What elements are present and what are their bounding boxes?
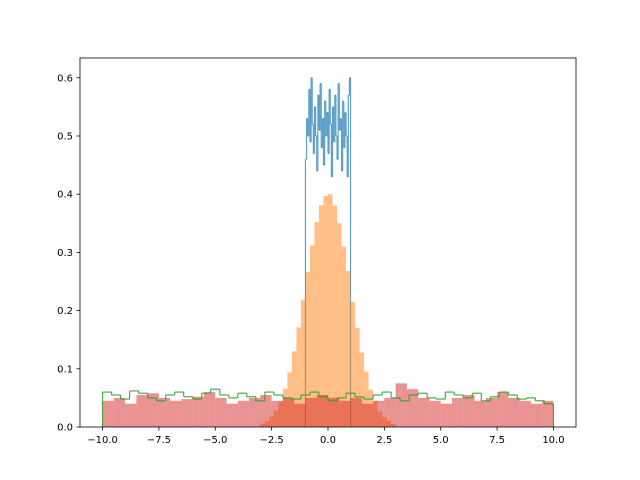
hist-bar xyxy=(328,194,333,427)
hist-bar xyxy=(530,403,543,427)
hist-bar xyxy=(316,394,328,427)
hist-bar xyxy=(271,400,283,427)
hist-bar xyxy=(350,397,362,427)
hist-bar xyxy=(294,403,306,427)
hist-bar xyxy=(497,392,509,427)
hist-bar xyxy=(158,397,171,427)
hist-bar xyxy=(519,400,531,427)
hist-bar xyxy=(309,245,315,427)
hist-bar xyxy=(440,403,452,427)
hist-bar xyxy=(215,397,227,427)
hist-bar xyxy=(485,397,498,427)
hist-bar xyxy=(418,397,430,427)
x-tick-label: −5.0 xyxy=(203,435,227,446)
hist-bar xyxy=(332,205,338,427)
hist-bar xyxy=(429,400,441,427)
hist-bar xyxy=(300,300,306,427)
hist-bar xyxy=(125,403,137,427)
x-tick-label: −7.5 xyxy=(147,435,171,446)
hist-bar xyxy=(542,400,554,427)
hist-bar xyxy=(463,394,475,427)
y-tick-label: 0.2 xyxy=(57,306,73,317)
hist-bar xyxy=(237,400,250,427)
hist-bar xyxy=(384,397,396,427)
hist-bar xyxy=(305,272,310,427)
hist-bar xyxy=(474,400,486,427)
x-tick-label: −10.0 xyxy=(87,435,118,446)
hist-bar xyxy=(282,397,295,427)
x-tick-label: 7.5 xyxy=(489,435,505,446)
y-tick-label: 0.6 xyxy=(57,73,73,84)
hist-bar xyxy=(339,400,351,427)
hist-bar xyxy=(452,397,464,427)
hist-bar xyxy=(318,205,324,427)
hist-bar xyxy=(314,222,319,427)
y-tick-label: 0.1 xyxy=(57,364,73,375)
hist-bar xyxy=(355,328,360,427)
hist-bar xyxy=(192,396,204,427)
hist-bar xyxy=(361,403,374,427)
y-tick-label: 0.3 xyxy=(57,248,73,259)
hist-bar xyxy=(226,403,238,427)
hist-bar xyxy=(136,394,148,427)
x-tick-label: 10.0 xyxy=(542,435,564,446)
hist-bar xyxy=(260,394,272,427)
x-tick-label: 0.0 xyxy=(320,435,336,446)
hist-bar xyxy=(323,195,328,427)
hist-bar xyxy=(305,397,317,427)
x-tick-label: 2.5 xyxy=(376,435,392,446)
hist-bar xyxy=(508,397,520,427)
hist-bar xyxy=(395,383,407,427)
hist-bar xyxy=(346,271,351,427)
hist-bar xyxy=(291,351,297,427)
hist-bar xyxy=(181,399,193,427)
hist-bar xyxy=(341,246,347,427)
hist-bar xyxy=(204,392,216,427)
x-tick-label: −2.5 xyxy=(259,435,283,446)
y-tick-label: 0.4 xyxy=(57,190,73,201)
y-tick-label: 0.0 xyxy=(57,423,73,434)
y-tick-label: 0.5 xyxy=(57,131,73,142)
hist-bar xyxy=(359,352,365,427)
hist-bar xyxy=(328,397,340,427)
hist-bar xyxy=(406,389,419,427)
hist-bar xyxy=(337,223,342,427)
hist-bar xyxy=(170,400,182,427)
hist-bar xyxy=(296,327,301,427)
hist-bar xyxy=(102,400,114,427)
hist-bar xyxy=(249,397,261,427)
hist-bar xyxy=(113,397,126,427)
x-tick-label: 5.0 xyxy=(433,435,449,446)
hist-bar xyxy=(373,400,385,427)
hist-bar xyxy=(147,393,159,427)
hist-bar xyxy=(350,301,356,427)
